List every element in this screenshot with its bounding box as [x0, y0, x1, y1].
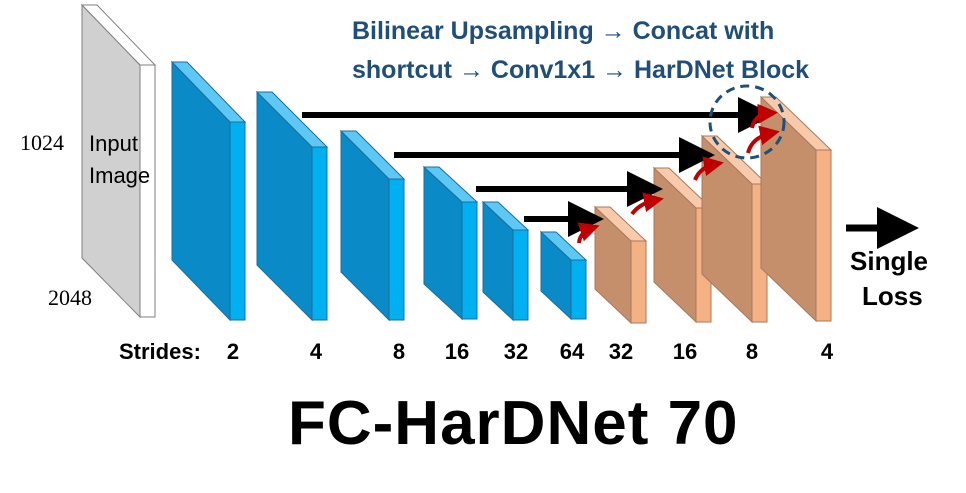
encoder-block-side: [570, 259, 587, 320]
stride-value: 16: [672, 339, 698, 364]
stride-value: 8: [745, 339, 759, 364]
encoder-block-6: [539, 230, 588, 321]
upsample-arrow-1: [577, 222, 600, 244]
input-image-block: [80, 3, 157, 319]
caption-line-2: shortcut → Conv1x1 → HarDNet Block: [352, 56, 810, 84]
encoder-block-side: [388, 178, 405, 321]
encoder-block-side: [229, 121, 246, 321]
loss-line-1: Single: [850, 246, 929, 276]
stride-value: 4: [820, 339, 834, 364]
encoder-block-side: [512, 229, 529, 321]
decoder-block-1: [593, 205, 648, 325]
diagram-title: FC-HarDNet 70: [288, 389, 739, 458]
encoder-block-5: [481, 200, 530, 322]
encoder-block-3: [339, 129, 406, 322]
input-width-label: 1024: [20, 130, 64, 155]
encoder-block-1: [170, 60, 247, 322]
decoder-blocks: [593, 95, 833, 325]
upsample-arrows: [577, 103, 780, 244]
input-height-label: 2048: [48, 285, 92, 310]
stride-value: 16: [444, 339, 470, 364]
skip-connections: [302, 97, 774, 237]
stride-value: 2: [226, 339, 240, 364]
encoder-block-side: [461, 201, 478, 320]
stride-value: 32: [608, 339, 634, 364]
stride-value: 64: [559, 339, 585, 364]
highlight-circle: [708, 84, 786, 160]
caption-line-1: Bilinear Upsampling → Concat with: [352, 17, 775, 45]
decoder-block-3: [700, 134, 769, 324]
decoder-block-side: [630, 240, 647, 324]
upsample-arrow-5: [750, 103, 778, 129]
strides-label: Strides:: [119, 339, 201, 364]
upsample-arrow-3: [693, 156, 724, 181]
encoder-block-side: [311, 146, 328, 321]
encoder-block-2: [255, 90, 329, 322]
upsample-arrow-4: [746, 125, 780, 154]
input-label-line-2: Image: [89, 163, 151, 188]
decoder-block-2: [652, 166, 713, 324]
encoder-blocks: [170, 60, 588, 322]
decoder-block-side: [815, 149, 832, 322]
loss-line-2: Loss: [862, 281, 923, 311]
stride-value: 32: [503, 339, 529, 364]
upsample-arrow-2: [630, 192, 664, 216]
input-image-side: [139, 64, 156, 318]
input-label-line-1: Input: [89, 131, 138, 156]
stride-value: 4: [309, 339, 323, 364]
stride-value: 8: [392, 339, 406, 364]
encoder-block-4: [422, 165, 479, 321]
decoder-block-4: [759, 95, 833, 323]
